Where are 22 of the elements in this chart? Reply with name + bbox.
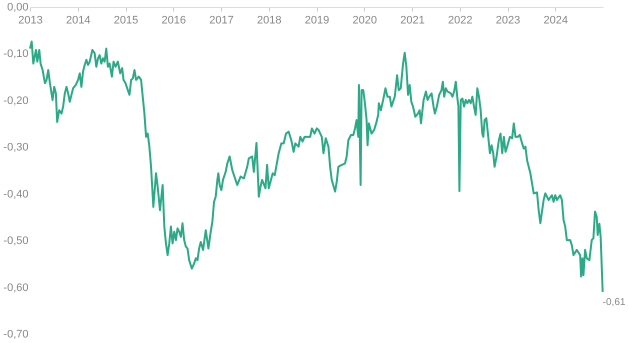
x-tick-label: 2022 xyxy=(448,14,472,26)
x-tick-label: 2014 xyxy=(66,14,90,26)
y-tick-label: -0,20 xyxy=(3,94,28,107)
x-tick-label: 2019 xyxy=(304,14,330,26)
x-tick-label: 2017 xyxy=(209,14,234,26)
x-tick-label: 2020 xyxy=(352,14,377,26)
x-tick-label: 2013 xyxy=(18,14,43,26)
annotation: -0,61 xyxy=(602,296,626,308)
y-tick-label: 0,00 xyxy=(7,2,28,14)
y-tick-label: -0,70 xyxy=(3,328,28,340)
x-tick-label: 2016 xyxy=(162,14,186,26)
x-tick-label: 2024 xyxy=(544,14,568,26)
line-series xyxy=(29,40,604,293)
x-tick-label: 2015 xyxy=(114,14,138,26)
y-tick-label: -0,30 xyxy=(3,142,28,154)
y-tick-label: -0,50 xyxy=(3,235,28,248)
x-tick-label: 2021 xyxy=(400,14,425,26)
x-tick-label: 2018 xyxy=(257,14,282,26)
y-tick-label: -0,10 xyxy=(3,48,28,60)
x-tick-label: 2023 xyxy=(496,14,520,26)
y-tick-label: -0,60 xyxy=(3,282,28,294)
y-tick-label: -0,40 xyxy=(3,188,28,200)
